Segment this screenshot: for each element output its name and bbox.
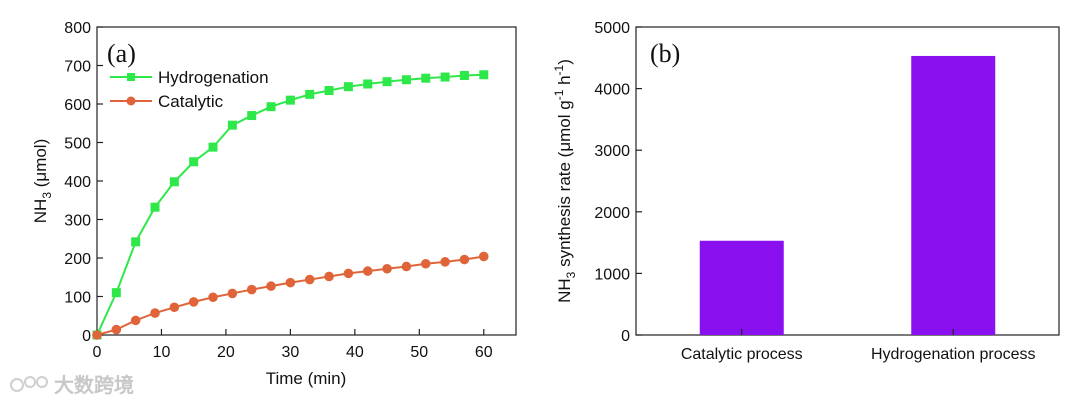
panel-b-x-ticks: Catalytic process Hydrogenation process (681, 329, 1036, 363)
panel-b-y-tick-label: 2000 (594, 205, 630, 222)
bar-catalytic-process (699, 240, 784, 335)
data-point-hydrogenation (131, 237, 141, 247)
legend-catalytic-label: Catalytic (158, 92, 224, 111)
data-point-catalytic (478, 251, 489, 262)
data-point-hydrogenation (421, 73, 431, 83)
panel-b-y-axis-label: NH3 synthesis rate (μmol g-1 h-1) (552, 59, 578, 303)
data-point-hydrogenation (189, 157, 199, 167)
data-point-hydrogenation (266, 102, 276, 112)
panel-b-x-tick-label: Catalytic process (681, 346, 803, 363)
data-point-catalytic (227, 288, 238, 299)
panel-a-y-tick-label: 500 (64, 136, 91, 153)
panel-a-series (92, 70, 489, 340)
data-point-catalytic (382, 263, 392, 274)
panel-a-legend: Hydrogenation Catalytic (110, 68, 269, 111)
data-point-hydrogenation (363, 79, 373, 89)
data-point-catalytic (401, 261, 412, 272)
data-point-hydrogenation (440, 72, 450, 82)
data-point-hydrogenation (247, 111, 257, 121)
data-point-catalytic (169, 302, 180, 313)
panel-a-y-axis-label: NH3 (μmol) (31, 139, 54, 223)
watermark: 大数跨境 (10, 373, 134, 397)
panel-a-y-tick-label: 300 (64, 213, 91, 230)
panel-a-x-tick-label: 50 (410, 344, 428, 361)
data-point-catalytic (343, 268, 354, 279)
data-point-hydrogenation (208, 142, 218, 152)
data-point-catalytic (266, 281, 276, 291)
panel-a-y-ticks: 0 100 200 300 400 500 600 700 800 (64, 20, 103, 345)
data-point-hydrogenation (305, 89, 315, 99)
bar-hydrogenation-process (911, 55, 996, 336)
data-point-hydrogenation (401, 75, 411, 85)
legend-hydrogenation-marker (127, 73, 135, 81)
data-point-catalytic (150, 308, 160, 318)
data-point-hydrogenation (479, 70, 489, 80)
data-point-hydrogenation (111, 288, 121, 298)
panel-a-tag: (a) (107, 39, 136, 68)
data-point-catalytic (246, 284, 257, 295)
data-point-hydrogenation (382, 77, 392, 87)
panel-b-x-tick-label: Hydrogenation process (871, 346, 1036, 363)
panel-a-x-tick-label: 40 (346, 344, 364, 361)
data-point-catalytic (130, 315, 141, 326)
data-point-hydrogenation (459, 71, 469, 81)
watermark-logo-icon (10, 376, 48, 392)
data-point-catalytic (188, 297, 199, 307)
panel-a-y-tick-label: 800 (64, 20, 91, 37)
data-point-catalytic (208, 292, 218, 303)
panel-b-frame (635, 26, 1060, 336)
panel-b-y-tick-label: 4000 (594, 82, 630, 99)
data-point-hydrogenation (227, 120, 237, 130)
legend-hydrogenation-label: Hydrogenation (158, 68, 269, 87)
panel-a-x-tick-label: 60 (475, 344, 493, 361)
panel-a-y-tick-label: 600 (64, 97, 91, 114)
panel-b-y-tick-label: 0 (621, 328, 630, 345)
data-point-hydrogenation (324, 86, 334, 96)
panel-a-x-tick-label: 20 (217, 344, 235, 361)
data-point-catalytic (440, 257, 450, 267)
watermark-text: 大数跨境 (54, 373, 134, 397)
data-point-catalytic (420, 258, 431, 269)
panel-a-y-tick-label: 200 (64, 251, 91, 268)
panel-a-y-tick-label: 700 (64, 59, 91, 76)
data-point-catalytic (304, 274, 315, 285)
panel-b-y-tick-label: 1000 (594, 266, 630, 283)
panel-b-y-tick-label: 3000 (594, 143, 630, 160)
legend-catalytic-marker (126, 96, 136, 106)
panel-a-x-ticks: 0 10 20 30 40 50 60 (93, 329, 493, 361)
data-point-hydrogenation (150, 202, 160, 212)
data-point-catalytic (362, 266, 373, 276)
panel-a-x-tick-label: 0 (93, 344, 102, 361)
data-point-catalytic (285, 277, 296, 288)
panel-a-x-axis-label: Time (min) (266, 369, 347, 388)
panel-a-x-tick-label: 30 (281, 344, 299, 361)
panel-b-bars (699, 55, 996, 336)
panel-a-y-tick-label: 0 (82, 328, 91, 345)
panel-a-y-tick-label: 100 (64, 290, 91, 307)
panel-b-y-tick-label: 5000 (594, 20, 630, 37)
data-point-catalytic (111, 324, 122, 335)
data-point-catalytic (324, 271, 334, 282)
data-point-catalytic (92, 330, 102, 340)
panel-b-tag: (b) (650, 39, 680, 68)
data-point-hydrogenation (285, 95, 295, 105)
panel-b-bar-chart: 0 1000 2000 3000 4000 5000 Catalytic process H… (552, 20, 1060, 363)
data-point-hydrogenation (343, 82, 353, 92)
panel-a-y-tick-label: 400 (64, 174, 91, 191)
data-point-hydrogenation (169, 177, 179, 187)
data-point-catalytic (459, 254, 470, 265)
panel-a-x-tick-label: 10 (153, 344, 171, 361)
panel-b-y-ticks: 0 1000 2000 3000 4000 5000 (594, 20, 642, 345)
